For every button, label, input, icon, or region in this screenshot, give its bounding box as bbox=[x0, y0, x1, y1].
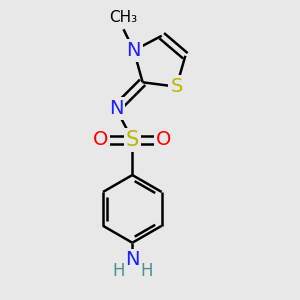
Text: H: H bbox=[140, 262, 153, 280]
Text: CH₃: CH₃ bbox=[110, 10, 138, 25]
Text: O: O bbox=[93, 130, 109, 149]
Text: H: H bbox=[112, 262, 124, 280]
Text: S: S bbox=[170, 77, 183, 96]
Text: O: O bbox=[156, 130, 172, 149]
Text: N: N bbox=[127, 41, 141, 60]
Text: S: S bbox=[126, 130, 139, 150]
Text: N: N bbox=[109, 99, 123, 118]
Text: N: N bbox=[125, 250, 140, 269]
